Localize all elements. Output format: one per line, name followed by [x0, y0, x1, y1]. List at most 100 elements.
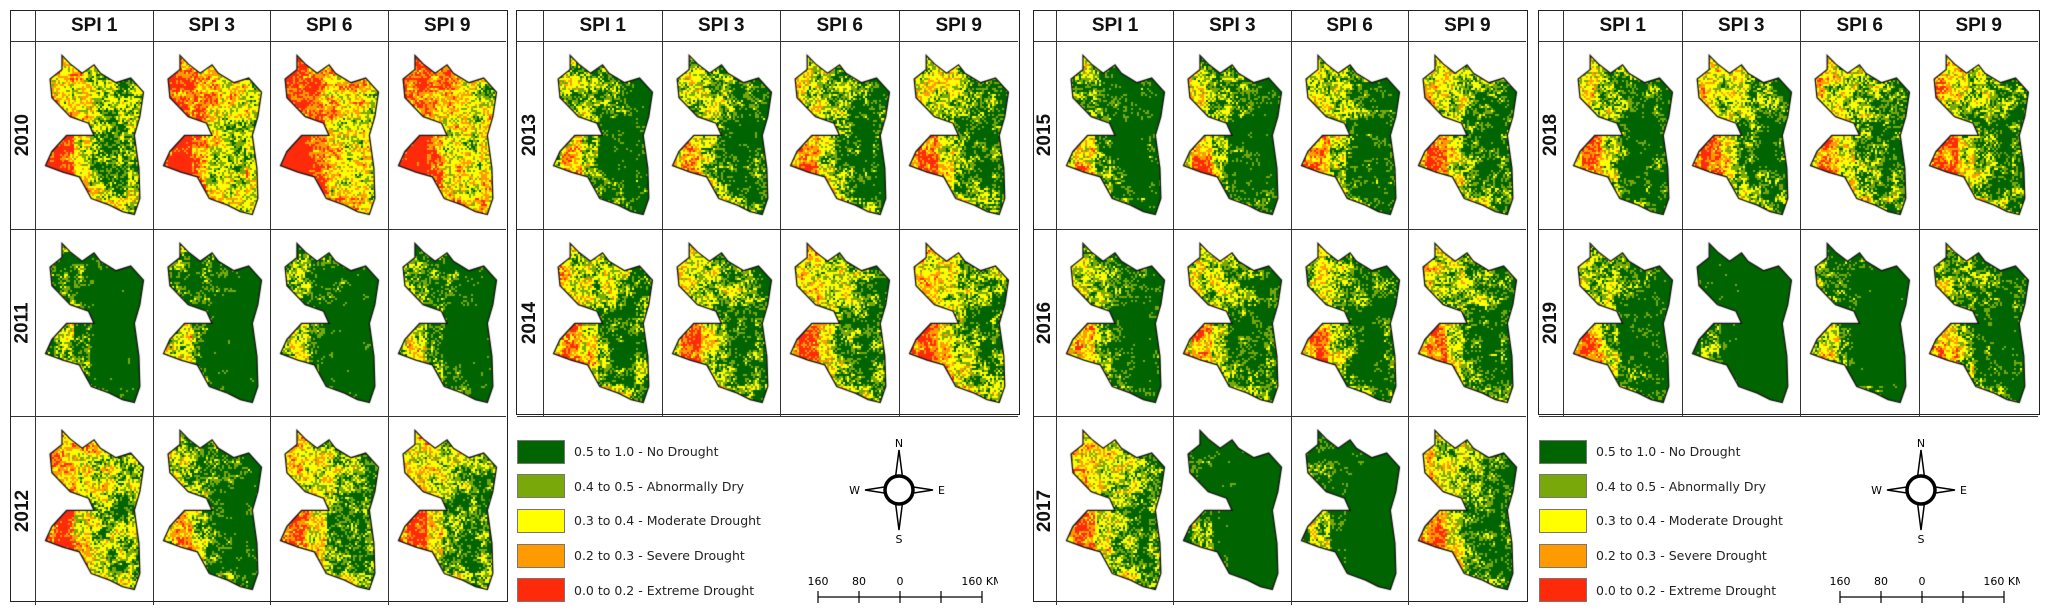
drought-map-2013-spi-6 — [781, 42, 900, 230]
spi-raster-2012-spi-1 — [40, 421, 149, 598]
spi-raster-2013-spi-3 — [666, 46, 777, 223]
year-label-text: 2012 — [12, 489, 33, 532]
north-arrow-compass-icon: N S W E — [849, 437, 945, 545]
column-header-spi-6: SPI 6 — [271, 11, 389, 42]
drought-map-2010-spi-6 — [271, 42, 389, 230]
drought-map-2019-spi-6 — [1801, 229, 1920, 417]
spi-raster-2016-spi-6 — [1295, 233, 1405, 411]
legend-label: 0.4 to 0.5 - Abnormally Dry — [1596, 478, 1767, 494]
drought-map-2019-spi-1 — [1564, 229, 1683, 417]
scale-label: 160 KM — [961, 575, 998, 588]
legend-swatch — [517, 508, 565, 533]
legend-item: 0.5 to 1.0 - No Drought — [517, 439, 719, 464]
legend-label: 0.5 to 1.0 - No Drought — [1596, 444, 1741, 459]
column-header-spi-6: SPI 6 — [781, 11, 900, 42]
scale-label: 160 KM — [1983, 575, 2020, 588]
spi-raster-2010-spi-3 — [157, 46, 267, 223]
column-header-spi-1: SPI 1 — [1057, 11, 1175, 42]
spi-raster-2019-spi-9 — [1923, 233, 2034, 411]
spi-raster-2017-spi-6 — [1295, 421, 1405, 598]
legend-label: 0.0 to 0.2 - Extreme Drought — [1596, 582, 1777, 598]
spi-raster-2017-spi-1 — [1061, 421, 1170, 598]
year-label-text: 2018 — [1540, 114, 1561, 157]
map-panel-1: SPI 1 SPI 3 SPI 6 SPI 9 2010 2011 2012 — [10, 10, 508, 605]
drought-map-2014-spi-3 — [662, 229, 781, 417]
column-header-spi-1: SPI 1 — [36, 11, 154, 42]
legend-label: 0.2 to 0.3 - Severe Drought — [574, 548, 745, 564]
compass-north-label: N — [1917, 437, 1925, 450]
legend-label: 0.4 to 0.5 - Abnormally Dry — [574, 478, 745, 494]
year-label-text: 2015 — [1034, 114, 1055, 157]
column-header-spi-9: SPI 9 — [1919, 11, 2038, 42]
legend-item: 0.2 to 0.3 - Severe Drought — [517, 543, 745, 568]
spi-raster-2018-spi-6 — [1805, 46, 1915, 223]
spi-raster-2015-spi-9 — [1412, 46, 1522, 223]
compass-east-label: E — [938, 484, 945, 497]
legend-label: 0.2 to 0.3 - Severe Drought — [1596, 548, 1767, 564]
drought-map-2015-spi-9 — [1408, 42, 1526, 230]
drought-map-2010-spi-1 — [36, 42, 154, 230]
header-corner — [1539, 11, 1564, 42]
compass-north-label: N — [895, 437, 903, 450]
legend-item: 0.0 to 0.2 - Extreme Drought — [1539, 578, 1776, 603]
spi-raster-2011-spi-6 — [275, 233, 384, 411]
north-arrow-compass-icon: N S W E — [1871, 437, 1967, 545]
spi-raster-2019-spi-3 — [1686, 233, 1797, 411]
year-label-text: 2016 — [1034, 301, 1055, 344]
spi-raster-2016-spi-9 — [1412, 233, 1522, 411]
column-header-spi-3: SPI 3 — [1682, 11, 1801, 42]
legend-swatch — [517, 439, 565, 464]
column-header-spi-3: SPI 3 — [662, 11, 781, 42]
spi-raster-2017-spi-3 — [1178, 421, 1288, 598]
drought-map-2017-spi-1 — [1057, 417, 1175, 605]
drought-map-2018-spi-6 — [1801, 42, 1920, 230]
legend-item: 0.2 to 0.3 - Severe Drought — [1539, 543, 1767, 568]
legend-label: 0.5 to 1.0 - No Drought — [574, 444, 719, 459]
compass-east-label: E — [1960, 484, 1967, 497]
drought-map-2016-spi-1 — [1057, 229, 1175, 417]
legend-item: 0.4 to 0.5 - Abnormally Dry — [517, 474, 744, 499]
legend-label: 0.0 to 0.2 - Extreme Drought — [574, 582, 755, 598]
spi-raster-2015-spi-3 — [1178, 46, 1288, 223]
spi-raster-2015-spi-6 — [1295, 46, 1405, 223]
legend-label: 0.3 to 0.4 - Moderate Drought — [1596, 513, 1783, 529]
legend-swatch — [517, 474, 565, 499]
column-header-spi-9: SPI 9 — [1408, 11, 1526, 42]
column-header-spi-3: SPI 3 — [1174, 11, 1292, 42]
drought-map-2011-spi-1 — [36, 229, 154, 417]
header-corner — [517, 11, 544, 42]
year-label-text: 2010 — [12, 114, 33, 157]
scale-label: 0 — [897, 575, 904, 588]
scale-bar: 160 80 0 160 KM — [808, 575, 998, 603]
map-panel-2: SPI 1 SPI 3 SPI 6 SPI 9 2013 2014 — [516, 10, 1020, 417]
compass-west-label: W — [849, 484, 860, 497]
spi-raster-2018-spi-3 — [1686, 46, 1797, 223]
spi-raster-2010-spi-1 — [40, 46, 149, 223]
year-label-text: 2011 — [12, 302, 34, 344]
spi-raster-2012-spi-9 — [392, 421, 502, 598]
drought-map-2016-spi-9 — [1408, 230, 1526, 417]
legend-label: 0.3 to 0.4 - Moderate Drought — [574, 513, 761, 529]
year-label-2019: 2019 — [1539, 229, 1564, 417]
spi-raster-2013-spi-6 — [785, 46, 895, 223]
spi-raster-2015-spi-1 — [1061, 46, 1170, 223]
compass-west-label: W — [1871, 484, 1882, 497]
year-label-text: 2017 — [1034, 489, 1055, 532]
legend-swatch — [517, 543, 565, 568]
drought-map-2011-spi-9 — [388, 230, 506, 417]
legend-item: 0.3 to 0.4 - Moderate Drought — [517, 508, 761, 533]
drought-map-2011-spi-6 — [271, 229, 389, 417]
drought-map-2017-spi-3 — [1174, 417, 1292, 605]
scale-label: 160 — [1830, 575, 1851, 588]
drought-map-2014-spi-1 — [544, 229, 663, 417]
drought-map-2014-spi-9 — [899, 230, 1018, 417]
spi-raster-2014-spi-6 — [785, 233, 895, 411]
drought-map-2012-spi-1 — [36, 417, 154, 605]
year-label-2011: 2011 — [11, 229, 36, 417]
drought-map-2010-spi-9 — [388, 42, 506, 230]
drought-map-2011-spi-3 — [153, 229, 271, 417]
column-header-spi-1: SPI 1 — [544, 11, 663, 42]
legend-item: 0.0 to 0.2 - Extreme Drought — [517, 578, 754, 603]
legend-swatch — [1539, 439, 1587, 464]
spi-raster-2016-spi-1 — [1061, 233, 1170, 411]
